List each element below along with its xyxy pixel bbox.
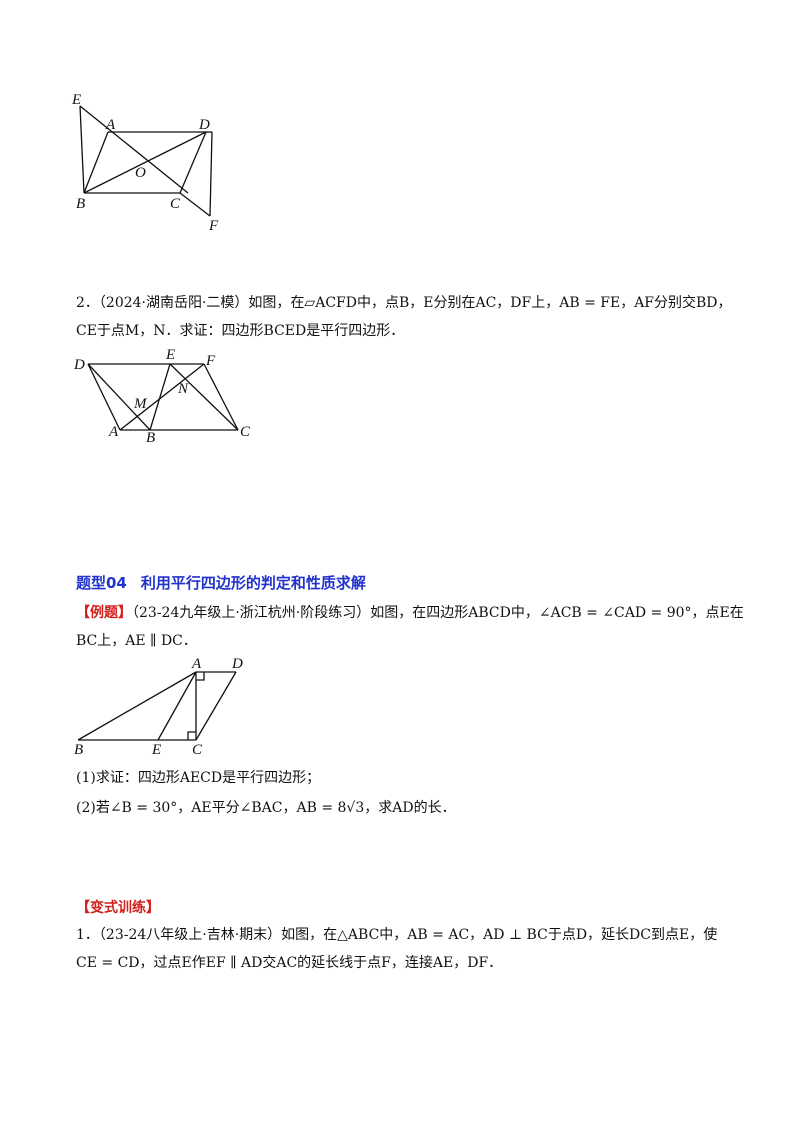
example-line1: 【例题】（23-24九年级上·浙江杭州·阶段练习）如图，在四边形ABCD中，∠A… bbox=[76, 603, 744, 623]
figure1-label-E: E bbox=[71, 92, 81, 108]
figure1-label-D: D bbox=[198, 117, 210, 133]
figure2-label-E: E bbox=[165, 348, 175, 363]
section-title: 利用平行四边形的判定和性质求解 bbox=[140, 574, 366, 592]
question-1: (1)求证：四边形AECD是平行四边形； bbox=[76, 770, 321, 786]
section-heading: 题型04 利用平行四边形的判定和性质求解 bbox=[76, 572, 366, 593]
figure2-label-F: F bbox=[205, 353, 216, 369]
example-tag: 【例题】 bbox=[76, 605, 132, 621]
figure1-label-A: A bbox=[105, 117, 116, 133]
figure-2: D E F M N A B C bbox=[66, 348, 266, 448]
figure3-label-D: D bbox=[231, 656, 243, 672]
problem2-line1: 2．（2024·湖南岳阳·二模）如图，在▱ACFD中，点B，E分别在AC，DF上… bbox=[76, 295, 732, 311]
practice-line1: 1．（23-24八年级上·吉林·期末）如图，在△ABC中，AB = AC，AD … bbox=[76, 927, 718, 943]
figure3-label-E: E bbox=[151, 742, 161, 756]
figure2-label-B: B bbox=[146, 430, 155, 446]
section-number: 题型04 bbox=[76, 574, 127, 592]
figure-3: A D B E C bbox=[68, 654, 268, 756]
figure1-label-C: C bbox=[170, 196, 181, 212]
practice-tag: 【变式训练】 bbox=[76, 898, 736, 918]
figure1-label-O: O bbox=[135, 165, 146, 181]
figure3-label-A: A bbox=[191, 656, 202, 672]
problem2-line2: CE于点M，N．求证：四边形BCED是平行四边形． bbox=[76, 323, 405, 339]
figure2-label-N: N bbox=[177, 381, 189, 397]
figure2-label-C: C bbox=[240, 424, 251, 440]
figure2-label-M: M bbox=[133, 396, 148, 412]
practice-tag-label: 【变式训练】 bbox=[76, 900, 160, 916]
practice-line2: CE = CD，过点E作EF ∥ AD交AC的延长线于点F，连接AE，DF． bbox=[76, 955, 503, 971]
figure2-label-A: A bbox=[108, 424, 119, 440]
figure3-label-B: B bbox=[74, 742, 83, 756]
question-2: (2)若∠B = 30°，AE平分∠BAC，AB = 8√3，求AD的长． bbox=[76, 800, 456, 816]
figure-1: E A D O B C F bbox=[60, 90, 240, 240]
example-line2: BC上，AE ∥ DC． bbox=[76, 633, 197, 649]
figure2-label-D: D bbox=[73, 357, 85, 373]
figure3-label-C: C bbox=[192, 742, 203, 756]
figure1-label-B: B bbox=[76, 196, 85, 212]
example-text-1: （23-24九年级上·浙江杭州·阶段练习）如图，在四边形ABCD中，∠ACB =… bbox=[132, 605, 744, 621]
figure1-label-F: F bbox=[208, 218, 219, 234]
